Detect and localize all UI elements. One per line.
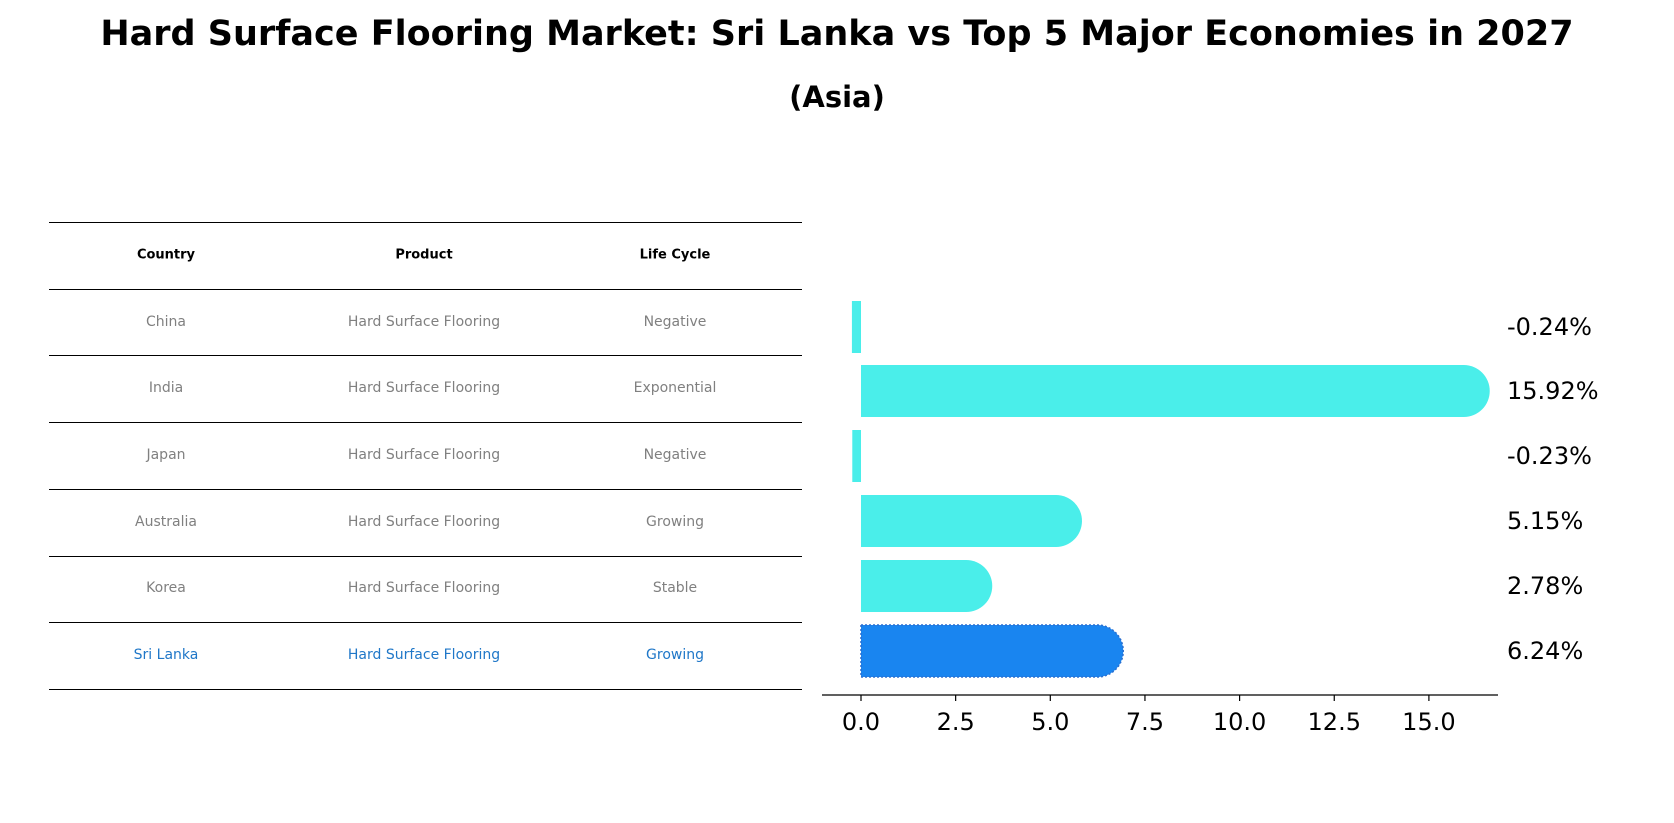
row-korea-life-cycle: Stable [652, 580, 698, 596]
value-label-japan: -0.23% [1507, 442, 1592, 470]
header-country: Country [136, 247, 196, 263]
x-tick-label: 12.5 [1308, 708, 1361, 736]
bar-china [851, 301, 861, 353]
table-rule [49, 622, 802, 623]
table-rule [49, 355, 802, 356]
x-tick-label: 10.0 [1213, 708, 1266, 736]
value-label-sri-lanka: 6.24% [1507, 637, 1583, 665]
x-tick-label: 5.0 [1031, 708, 1069, 736]
chart-subtitle: (Asia) [789, 80, 885, 114]
row-japan-life-cycle: Negative [643, 447, 707, 463]
table-rule [49, 289, 802, 290]
table-rule [49, 422, 802, 423]
value-label-korea: 2.78% [1507, 572, 1583, 600]
chart-title: Hard Surface Flooring Market: Sri Lanka … [100, 14, 1574, 54]
bar-india [861, 365, 1490, 417]
table-rule [49, 556, 802, 557]
row-india-country: India [148, 380, 184, 396]
header-life-cycle: Life Cycle [639, 247, 711, 263]
row-australia-product: Hard Surface Flooring [347, 514, 501, 530]
header-product: Product [395, 247, 453, 263]
row-japan-country: Japan [146, 447, 186, 463]
row-australia-life-cycle: Growing [646, 514, 704, 530]
value-label-australia: 5.15% [1507, 507, 1583, 535]
bar-australia [861, 495, 1082, 547]
table-rule [49, 489, 802, 490]
value-label-china: -0.24% [1507, 313, 1592, 341]
row-sri-lanka-product: Hard Surface Flooring [347, 647, 501, 663]
table-rule [49, 689, 802, 690]
x-tick-label: 0.0 [842, 708, 880, 736]
x-tick-label: 2.5 [937, 708, 975, 736]
x-tick-label: 7.5 [1126, 708, 1164, 736]
row-japan-product: Hard Surface Flooring [347, 447, 501, 463]
row-india-product: Hard Surface Flooring [347, 380, 501, 396]
row-china-country: China [146, 314, 186, 330]
row-china-product: Hard Surface Flooring [347, 314, 501, 330]
bar-japan [852, 430, 861, 482]
row-sri-lanka-country: Sri Lanka [133, 647, 199, 663]
bar-sri-lanka [860, 624, 1124, 678]
row-china-life-cycle: Negative [643, 314, 707, 330]
row-korea-product: Hard Surface Flooring [347, 580, 501, 596]
row-korea-country: Korea [146, 580, 186, 596]
row-australia-country: Australia [135, 514, 197, 530]
value-label-india: 15.92% [1507, 377, 1599, 405]
row-india-life-cycle: Exponential [633, 380, 717, 396]
x-tick-label: 15.0 [1402, 708, 1455, 736]
table-rule [49, 222, 802, 223]
row-sri-lanka-life-cycle: Growing [646, 647, 704, 663]
bar-korea [861, 560, 993, 612]
